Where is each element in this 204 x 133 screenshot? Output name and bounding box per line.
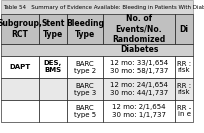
Text: Bleeding
Type: Bleeding Type	[66, 19, 104, 39]
Bar	[67, 56, 103, 78]
Text: BARC
type 2: BARC type 2	[74, 61, 96, 74]
Bar	[175, 100, 193, 122]
Bar	[39, 14, 67, 44]
Text: DES,
BMS: DES, BMS	[44, 61, 62, 74]
Bar	[67, 78, 103, 100]
Text: No. of
Events/No.
Randomized: No. of Events/No. Randomized	[112, 14, 166, 44]
Text: BARC
type 3: BARC type 3	[74, 82, 96, 95]
Bar	[103, 56, 175, 78]
Bar	[103, 78, 175, 100]
Text: Subgroup,
RCT: Subgroup, RCT	[0, 19, 42, 39]
Bar	[1, 100, 39, 122]
Bar	[103, 100, 175, 122]
Bar	[1, 44, 193, 56]
Text: Di: Di	[180, 24, 188, 34]
Text: 12 mo: 24/1,654
30 mo: 44/1,737: 12 mo: 24/1,654 30 mo: 44/1,737	[110, 82, 168, 95]
Text: DAPT: DAPT	[9, 64, 31, 70]
Bar	[1, 14, 39, 44]
Text: Table 54   Summary of Evidence Available: Bleeding in Patients With Diabetes: Table 54 Summary of Evidence Available: …	[3, 5, 204, 9]
Bar	[103, 14, 175, 44]
Text: Stent
Type: Stent Type	[41, 19, 65, 39]
Bar	[67, 14, 103, 44]
Bar	[39, 56, 67, 78]
Bar	[175, 56, 193, 78]
Text: RR :
risk: RR : risk	[177, 82, 191, 95]
Bar	[1, 56, 39, 78]
Bar	[39, 100, 67, 122]
Bar	[175, 78, 193, 100]
Bar	[67, 100, 103, 122]
Bar	[1, 78, 39, 100]
Text: RR -
in e: RR - in e	[177, 105, 191, 117]
Bar	[175, 14, 193, 44]
Text: Diabetes: Diabetes	[120, 45, 158, 55]
Text: BARC
type 5: BARC type 5	[74, 105, 96, 117]
Text: 12 mo: 33/1,654
30 mo: 58/1,737: 12 mo: 33/1,654 30 mo: 58/1,737	[110, 61, 168, 74]
Bar	[1, 0, 193, 14]
Bar	[39, 78, 67, 100]
Text: RR :
risk: RR : risk	[177, 61, 191, 74]
Text: 12 mo: 2/1,654
30 mo: 1/1,737: 12 mo: 2/1,654 30 mo: 1/1,737	[112, 105, 166, 117]
